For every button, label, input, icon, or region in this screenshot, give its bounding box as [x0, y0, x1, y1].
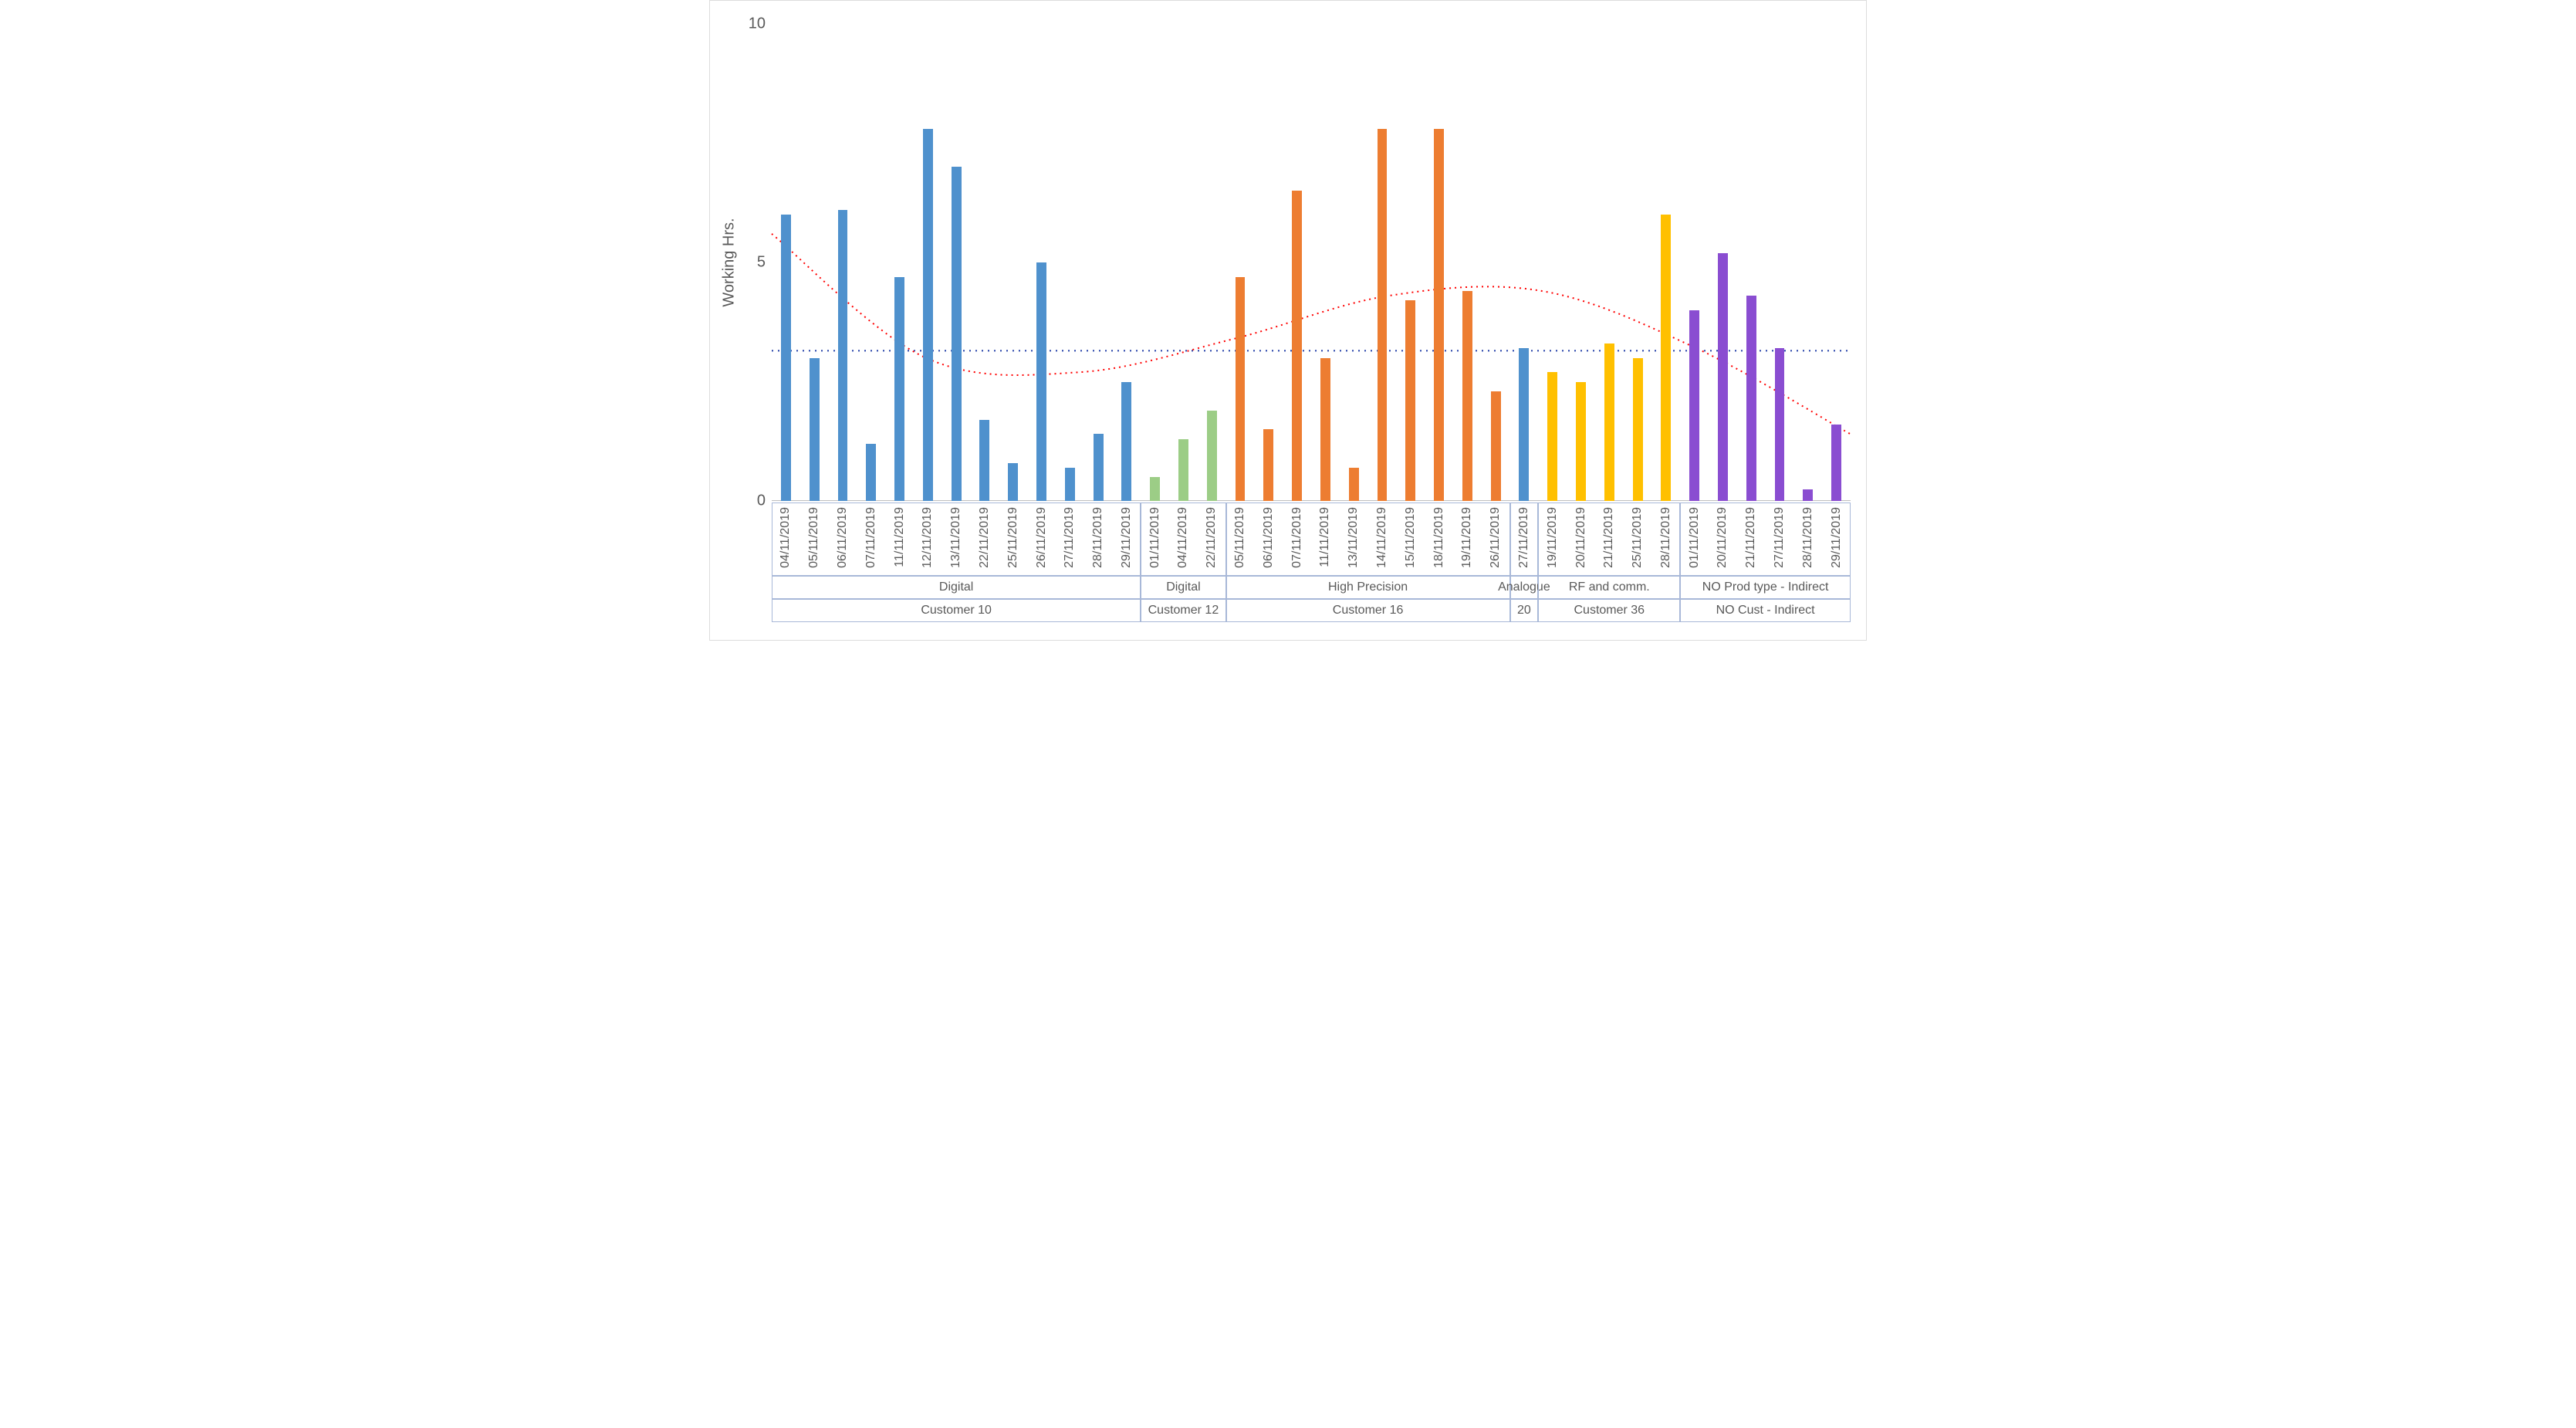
- customer-label: Customer 36: [1538, 599, 1680, 622]
- product-label: RF and comm.: [1538, 576, 1680, 599]
- date-group-box: [1538, 503, 1680, 576]
- bar: [1718, 253, 1728, 501]
- product-label: NO Prod type - Indirect: [1680, 576, 1851, 599]
- product-label: High Precision: [1226, 576, 1510, 599]
- customer-label: 20: [1510, 599, 1539, 622]
- bar: [1292, 191, 1302, 501]
- bar: [1378, 129, 1388, 501]
- bar: [1462, 291, 1472, 501]
- bar: [1576, 382, 1586, 502]
- product-label: Analogue: [1510, 576, 1539, 599]
- bar: [1150, 477, 1160, 501]
- customer-label: NO Cust - Indirect: [1680, 599, 1851, 622]
- product-label: Digital: [1141, 576, 1225, 599]
- bar: [1547, 372, 1557, 501]
- bar: [866, 444, 876, 501]
- bar: [1803, 489, 1813, 501]
- bar: [1207, 411, 1217, 501]
- date-group-box: [1680, 503, 1851, 576]
- y-tick-label: 0: [757, 492, 772, 510]
- date-group-box: [1226, 503, 1510, 576]
- bar: [1349, 468, 1359, 501]
- bar: [894, 277, 904, 501]
- product-label: Digital: [772, 576, 1141, 599]
- chart-container: Working Hrs. 0510 04/11/201905/11/201906…: [709, 0, 1867, 641]
- y-axis-title: Working Hrs.: [721, 218, 739, 306]
- bar: [1065, 468, 1075, 501]
- date-group-box: [772, 503, 1141, 576]
- bar: [1775, 348, 1785, 501]
- date-group-box: [1141, 503, 1225, 576]
- bar: [1121, 382, 1131, 502]
- customer-label: Customer 12: [1141, 599, 1225, 622]
- bar: [1661, 215, 1671, 501]
- y-tick-label: 5: [757, 254, 772, 272]
- bar: [781, 215, 791, 501]
- date-group-box: [1510, 503, 1539, 576]
- bar: [1519, 348, 1529, 501]
- bar: [1236, 277, 1246, 501]
- plot-area: Working Hrs. 0510: [772, 24, 1851, 501]
- bar: [1178, 439, 1188, 501]
- bar: [1036, 262, 1046, 501]
- bar: [979, 420, 989, 501]
- y-tick-label: 10: [749, 15, 772, 33]
- bar: [1263, 429, 1273, 501]
- bar: [838, 210, 848, 501]
- bar: [1320, 358, 1330, 501]
- customer-label: Customer 16: [1226, 599, 1510, 622]
- bar: [1689, 310, 1699, 501]
- bar: [1094, 434, 1104, 501]
- bar: [1831, 425, 1841, 501]
- bar: [1604, 343, 1614, 501]
- bar: [810, 358, 820, 501]
- bar: [1633, 358, 1643, 501]
- bar: [1405, 300, 1415, 501]
- bar: [1434, 129, 1444, 501]
- bar: [1491, 391, 1501, 501]
- customer-label: Customer 10: [772, 599, 1141, 622]
- bar: [1746, 296, 1756, 501]
- bar: [952, 167, 962, 501]
- bar: [923, 129, 933, 501]
- bar: [1008, 463, 1018, 501]
